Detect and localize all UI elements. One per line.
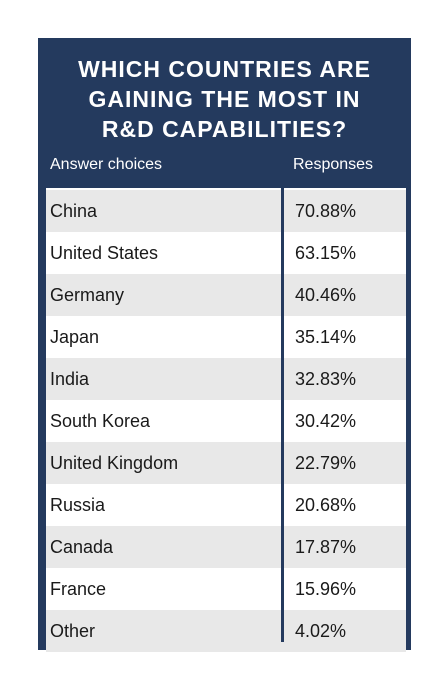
table-row: Japan 35.14% (46, 316, 406, 358)
country-cell: Other (50, 621, 96, 641)
title-line: GAINING THE MOST IN (88, 86, 361, 112)
response-cell: 22.79% (295, 453, 357, 473)
country-cell: United States (50, 243, 159, 263)
column-header-responses: Responses (293, 156, 374, 173)
response-cell: 4.02% (295, 621, 347, 641)
data-table: China 70.88% United States 63.15% Germany 40.… (46, 188, 406, 652)
country-cell: India (50, 369, 90, 389)
country-cell: South Korea (50, 411, 151, 431)
survey-table-card: WHICH COUNTRIES ARE GAINING THE MOST IN … (38, 38, 411, 652)
response-cell: 35.14% (295, 327, 357, 347)
title-line: R&D CAPABILITIES? (101, 116, 348, 142)
table-row: France 15.96% (46, 568, 406, 610)
column-divider (281, 188, 284, 642)
country-cell: Russia (50, 495, 106, 515)
title-line: WHICH COUNTRIES ARE (78, 56, 371, 82)
table-row: Germany 40.46% (46, 274, 406, 316)
country-cell: United Kingdom (50, 453, 179, 473)
country-cell: China (50, 201, 98, 221)
table-row: South Korea 30.42% (46, 400, 406, 442)
table-row: India 32.83% (46, 358, 406, 400)
response-cell: 17.87% (295, 537, 357, 557)
response-cell: 40.46% (295, 285, 357, 305)
country-cell: Canada (50, 537, 114, 557)
table-row: Russia 20.68% (46, 484, 406, 526)
table-row: China 70.88% (46, 190, 406, 232)
table-title: WHICH COUNTRIES ARE GAINING THE MOST IN … (38, 54, 411, 144)
column-header-answer-choices: Answer choices (50, 156, 163, 173)
response-cell: 63.15% (295, 243, 357, 263)
table-row: Canada 17.87% (46, 526, 406, 568)
response-cell: 32.83% (295, 369, 357, 389)
response-cell: 30.42% (295, 411, 357, 431)
response-cell: 70.88% (295, 201, 357, 221)
country-cell: France (50, 579, 107, 599)
table-row: United Kingdom 22.79% (46, 442, 406, 484)
table-row: Other 4.02% (46, 610, 406, 652)
response-cell: 20.68% (295, 495, 357, 515)
country-cell: Germany (50, 285, 125, 305)
table-row: United States 63.15% (46, 232, 406, 274)
response-cell: 15.96% (295, 579, 357, 599)
country-cell: Japan (50, 327, 100, 347)
